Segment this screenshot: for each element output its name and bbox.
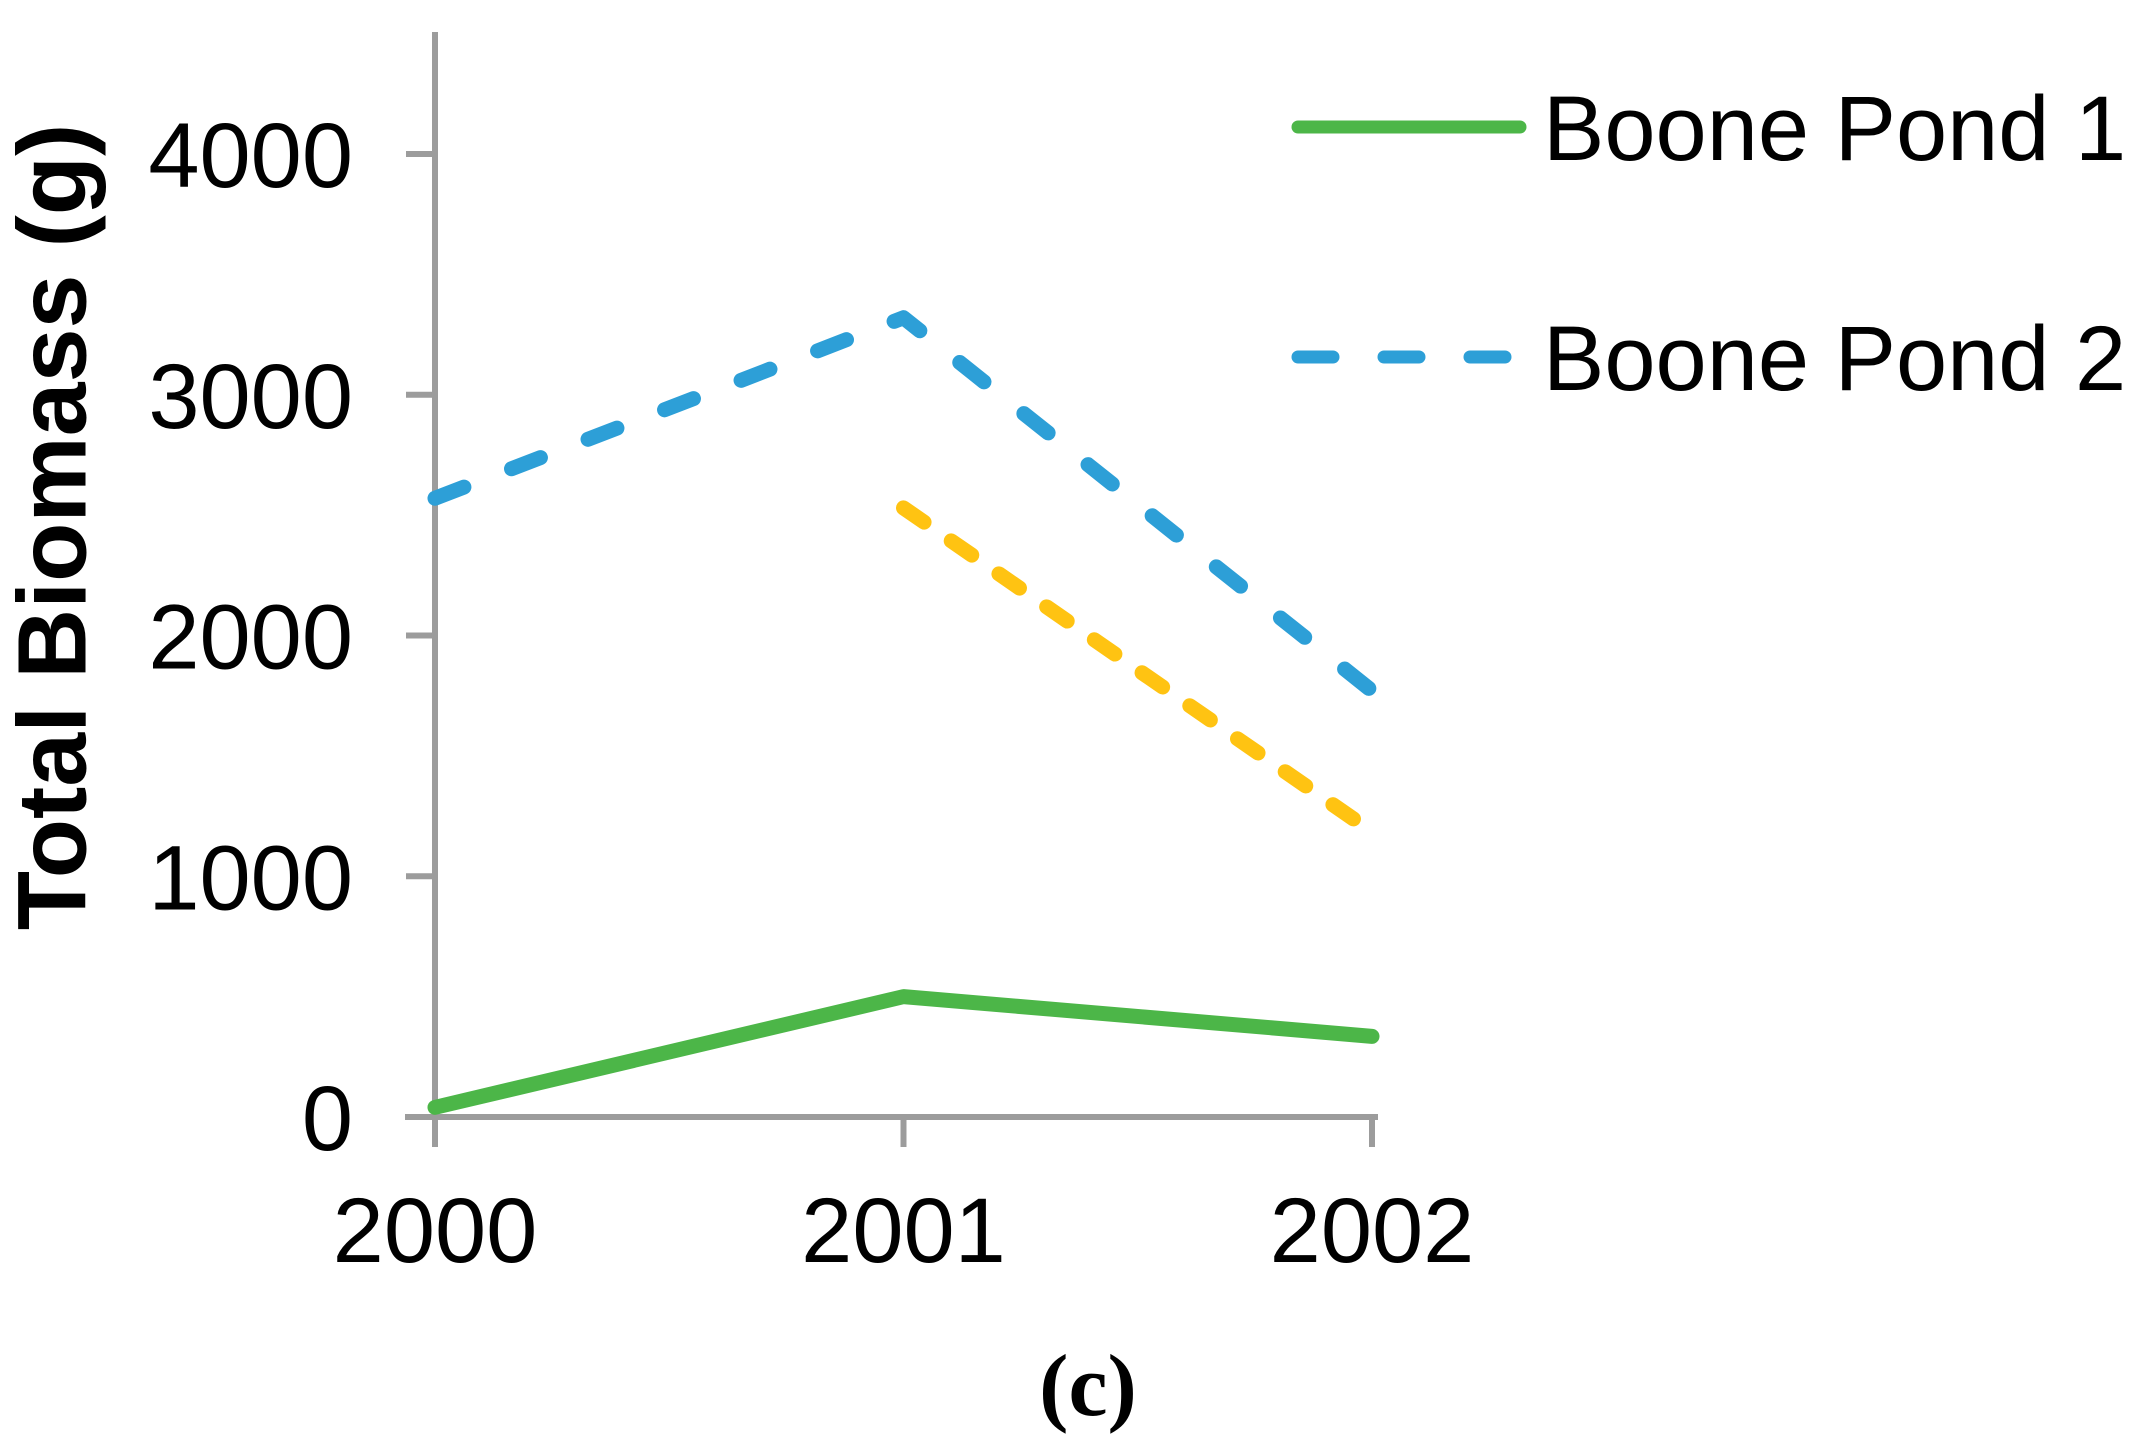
x-tick-label: 2001 (801, 1180, 1006, 1282)
y-tick-label: 4000 (148, 105, 353, 207)
y-tick-label: 0 (302, 1068, 353, 1170)
y-tick-label: 2000 (148, 587, 353, 689)
y-tick-label: 3000 (148, 346, 353, 448)
y-axis-title: Total Biomass (g) (0, 124, 107, 931)
series-line-boone-pond-2 (427, 310, 1380, 699)
legend: Boone Pond 1 Boone Pond 2 (1291, 78, 2126, 410)
y-axis-tick-labels: 0 1000 2000 3000 4000 (148, 105, 353, 1170)
legend-label: Boone Pond 2 (1543, 308, 2126, 410)
series-lines (427, 310, 1380, 1115)
x-axis-tick-labels: 2000 2001 2002 (333, 1180, 1475, 1282)
x-tick-label: 2002 (1270, 1180, 1475, 1282)
series-line-boone-pond-1 (427, 989, 1380, 1115)
axes (405, 32, 1378, 1147)
y-tick-label: 1000 (148, 827, 353, 929)
x-tick-label: 2000 (333, 1180, 538, 1282)
legend-label: Boone Pond 1 (1543, 78, 2126, 180)
figure-caption: (c) (1039, 1338, 1137, 1435)
series-line-unlabeled-yellow-series (896, 500, 1380, 840)
